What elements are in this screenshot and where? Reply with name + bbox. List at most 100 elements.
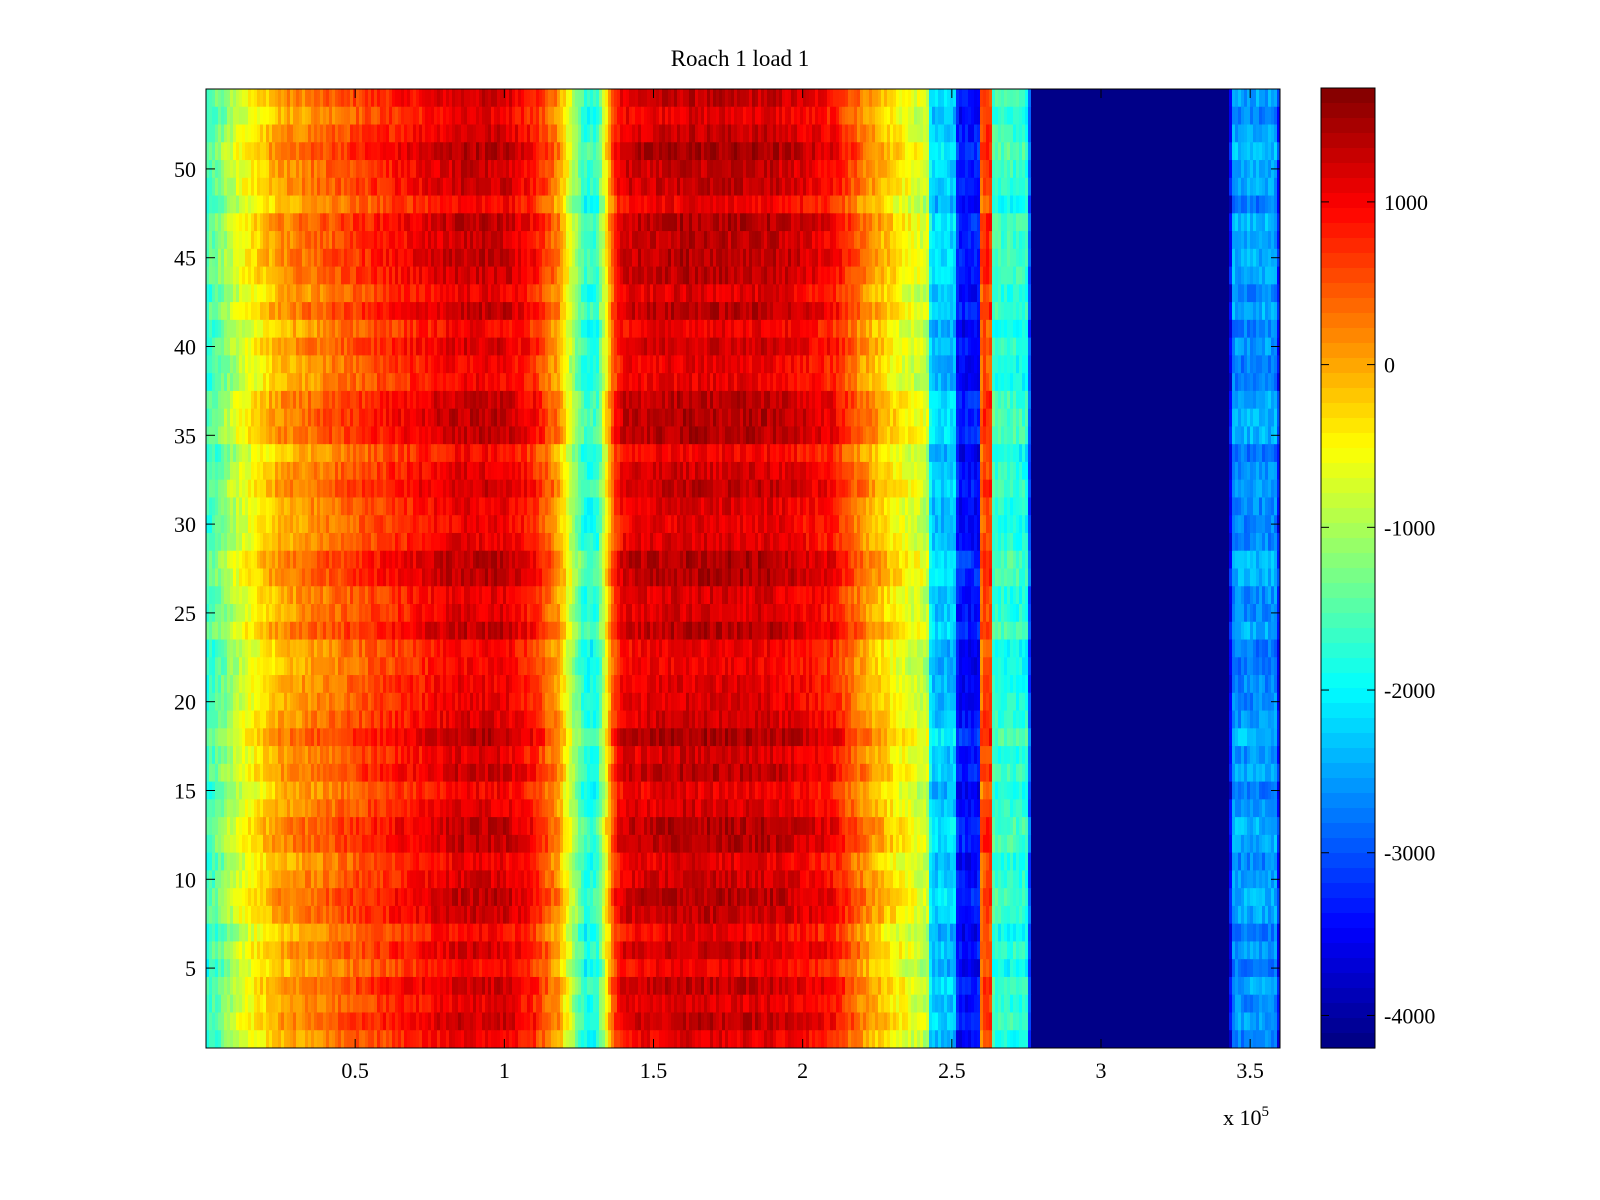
heatmap-cell xyxy=(785,284,789,303)
heatmap-cell xyxy=(1010,89,1014,108)
heatmap-cell xyxy=(404,248,408,268)
heatmap-cell xyxy=(1214,266,1218,285)
heatmap-cell xyxy=(1226,284,1230,303)
heatmap-cell xyxy=(407,248,411,268)
heatmap-cell xyxy=(305,284,309,303)
heatmap-cell xyxy=(989,213,993,232)
heatmap-cell xyxy=(482,266,486,285)
heatmap-cell xyxy=(434,302,438,321)
heatmap-cell xyxy=(794,302,798,321)
heatmap-cell xyxy=(704,124,708,143)
heatmap-cell xyxy=(836,266,840,285)
heatmap-cell xyxy=(1016,142,1020,161)
heatmap-cell xyxy=(1196,177,1200,197)
heatmap-cell xyxy=(746,302,750,321)
heatmap-cell xyxy=(842,266,846,285)
heatmap-cell xyxy=(1214,124,1218,143)
heatmap-cell xyxy=(746,160,750,179)
heatmap-cell xyxy=(1199,142,1203,161)
heatmap-cell xyxy=(1079,89,1083,108)
heatmap-cell xyxy=(353,142,357,161)
heatmap-cell xyxy=(536,124,540,143)
heatmap-cell xyxy=(995,284,999,303)
heatmap-cell xyxy=(770,248,774,268)
heatmap-cell xyxy=(725,160,729,179)
heatmap-cell xyxy=(239,266,243,285)
heatmap-cell xyxy=(608,284,612,303)
heatmap-cell xyxy=(527,231,531,250)
heatmap-cell xyxy=(878,160,882,179)
heatmap-cell xyxy=(602,248,606,268)
heatmap-cell xyxy=(800,142,804,161)
heatmap-cell xyxy=(1100,142,1104,161)
heatmap-cell xyxy=(914,248,918,268)
heatmap-cell xyxy=(566,266,570,285)
heatmap-cell xyxy=(1085,160,1089,179)
heatmap-cell xyxy=(971,195,975,214)
heatmap-cell xyxy=(377,142,381,161)
heatmap-cell xyxy=(869,213,873,232)
heatmap-cell xyxy=(1052,266,1056,285)
heatmap-cell xyxy=(827,124,831,143)
heatmap-cell xyxy=(557,106,561,126)
heatmap-cell xyxy=(926,319,930,339)
heatmap-cell xyxy=(833,231,837,250)
heatmap-cell xyxy=(404,177,408,197)
heatmap-cell xyxy=(623,231,627,250)
heatmap-cell xyxy=(1121,231,1125,250)
heatmap-cell xyxy=(524,177,528,197)
heatmap-cell xyxy=(1277,266,1281,285)
heatmap-cell xyxy=(989,195,993,214)
heatmap-cell xyxy=(698,124,702,143)
heatmap-cell xyxy=(527,124,531,143)
heatmap-cell xyxy=(1031,106,1035,126)
heatmap-cell xyxy=(473,160,477,179)
heatmap-cell xyxy=(839,231,843,250)
heatmap-cell xyxy=(1049,302,1053,321)
heatmap-cell xyxy=(827,284,831,303)
heatmap-cell xyxy=(494,231,498,250)
heatmap-cell xyxy=(854,319,858,339)
heatmap-cell xyxy=(368,195,372,214)
heatmap-cell xyxy=(1262,177,1266,197)
heatmap-cell xyxy=(1178,195,1182,214)
heatmap-cell xyxy=(497,142,501,161)
heatmap-cell xyxy=(1148,266,1152,285)
heatmap-cell xyxy=(917,319,921,339)
heatmap-cell xyxy=(413,231,417,250)
heatmap-cell xyxy=(416,89,420,108)
heatmap-cell xyxy=(704,284,708,303)
heatmap-cell xyxy=(695,124,699,143)
heatmap-cell xyxy=(617,248,621,268)
heatmap-cell xyxy=(1139,213,1143,232)
heatmap-cell xyxy=(1031,231,1035,250)
heatmap-cell xyxy=(917,284,921,303)
heatmap-cell xyxy=(626,124,630,143)
heatmap-cell xyxy=(1187,195,1191,214)
heatmap-cell xyxy=(395,160,399,179)
heatmap-cell xyxy=(398,213,402,232)
heatmap-cell xyxy=(1235,302,1239,321)
heatmap-cell xyxy=(920,124,924,143)
heatmap-cell xyxy=(602,319,606,339)
heatmap-cell xyxy=(350,231,354,250)
heatmap-cell xyxy=(659,213,663,232)
heatmap-cell xyxy=(404,302,408,321)
heatmap-cell xyxy=(209,266,213,285)
heatmap-cell xyxy=(1028,89,1032,108)
heatmap-cell xyxy=(464,106,468,126)
heatmap-cell xyxy=(308,284,312,303)
heatmap-cell xyxy=(590,302,594,321)
heatmap-cell xyxy=(1262,160,1266,179)
heatmap-cell xyxy=(356,106,360,126)
heatmap-cell xyxy=(1232,319,1236,339)
heatmap-cell xyxy=(995,195,999,214)
heatmap-cell xyxy=(392,213,396,232)
heatmap-cell xyxy=(629,177,633,197)
heatmap-cell xyxy=(602,89,606,108)
heatmap-cell xyxy=(452,195,456,214)
heatmap-cell xyxy=(1139,106,1143,126)
heatmap-cell xyxy=(602,124,606,143)
heatmap-cell xyxy=(1184,248,1188,268)
